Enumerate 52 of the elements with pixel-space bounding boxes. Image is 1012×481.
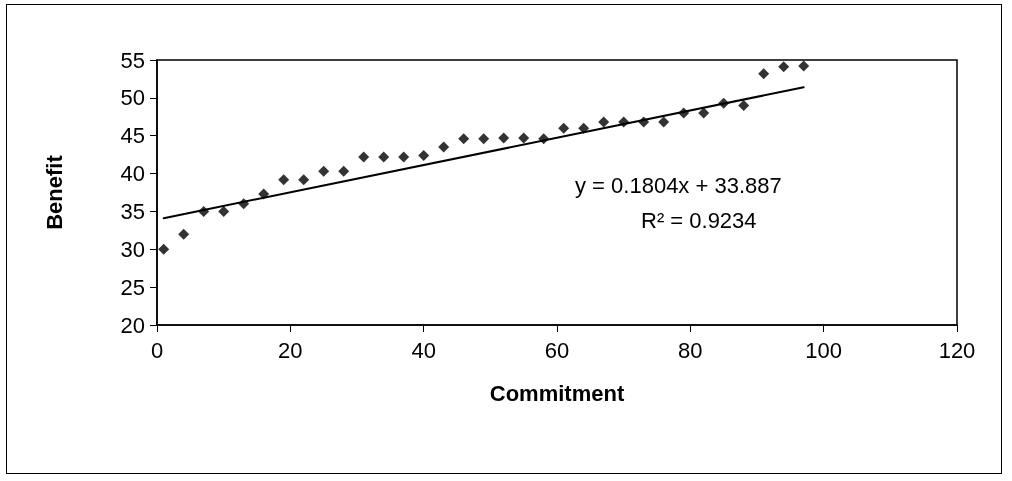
x-tick-label: 100 <box>805 337 843 363</box>
point <box>298 174 310 186</box>
point <box>518 132 530 144</box>
y-tick-label: 30 <box>120 236 145 262</box>
point <box>358 151 370 163</box>
point <box>478 133 490 145</box>
point <box>418 149 430 161</box>
x-tick-label: 40 <box>411 337 436 363</box>
point <box>398 151 410 163</box>
point <box>578 122 590 134</box>
y-tick-label: 40 <box>120 161 145 187</box>
y-tick-label: 45 <box>120 123 145 149</box>
point <box>258 188 270 200</box>
point <box>558 122 570 134</box>
x-tick-label: 80 <box>678 337 703 363</box>
annotation: y = 0.1804x + 33.887 <box>575 172 782 198</box>
point <box>598 116 610 128</box>
point <box>378 151 390 163</box>
x-tick-label: 60 <box>544 337 570 363</box>
x-tick-label: 20 <box>278 337 303 363</box>
annotation: R² = 0.9234 <box>641 207 757 233</box>
point <box>738 99 750 111</box>
y-tick-label: 25 <box>120 274 145 300</box>
y-axis-title: Benefit <box>41 154 67 230</box>
point <box>218 205 230 217</box>
point <box>618 116 630 128</box>
y-tick-label: 50 <box>120 85 145 111</box>
point <box>158 243 170 255</box>
point <box>758 68 770 80</box>
point <box>638 116 650 128</box>
y-tick-label: 55 <box>120 47 145 73</box>
point <box>498 132 510 144</box>
y-tick-label: 35 <box>120 198 145 224</box>
point <box>718 97 730 109</box>
point <box>678 107 690 119</box>
point <box>338 165 350 177</box>
point <box>438 141 450 153</box>
point <box>698 107 710 119</box>
point <box>458 133 470 145</box>
point <box>198 205 210 217</box>
x-tick-label: 0 <box>150 337 164 363</box>
point <box>778 61 790 73</box>
x-tick-label: 120 <box>938 337 976 363</box>
point <box>238 198 250 210</box>
x-axis-title: Commitment <box>489 380 625 406</box>
point <box>278 174 290 186</box>
point <box>538 133 550 145</box>
point <box>178 228 190 240</box>
point <box>318 165 330 177</box>
point <box>658 116 670 128</box>
y-tick-label: 20 <box>120 312 145 338</box>
point <box>798 60 810 72</box>
